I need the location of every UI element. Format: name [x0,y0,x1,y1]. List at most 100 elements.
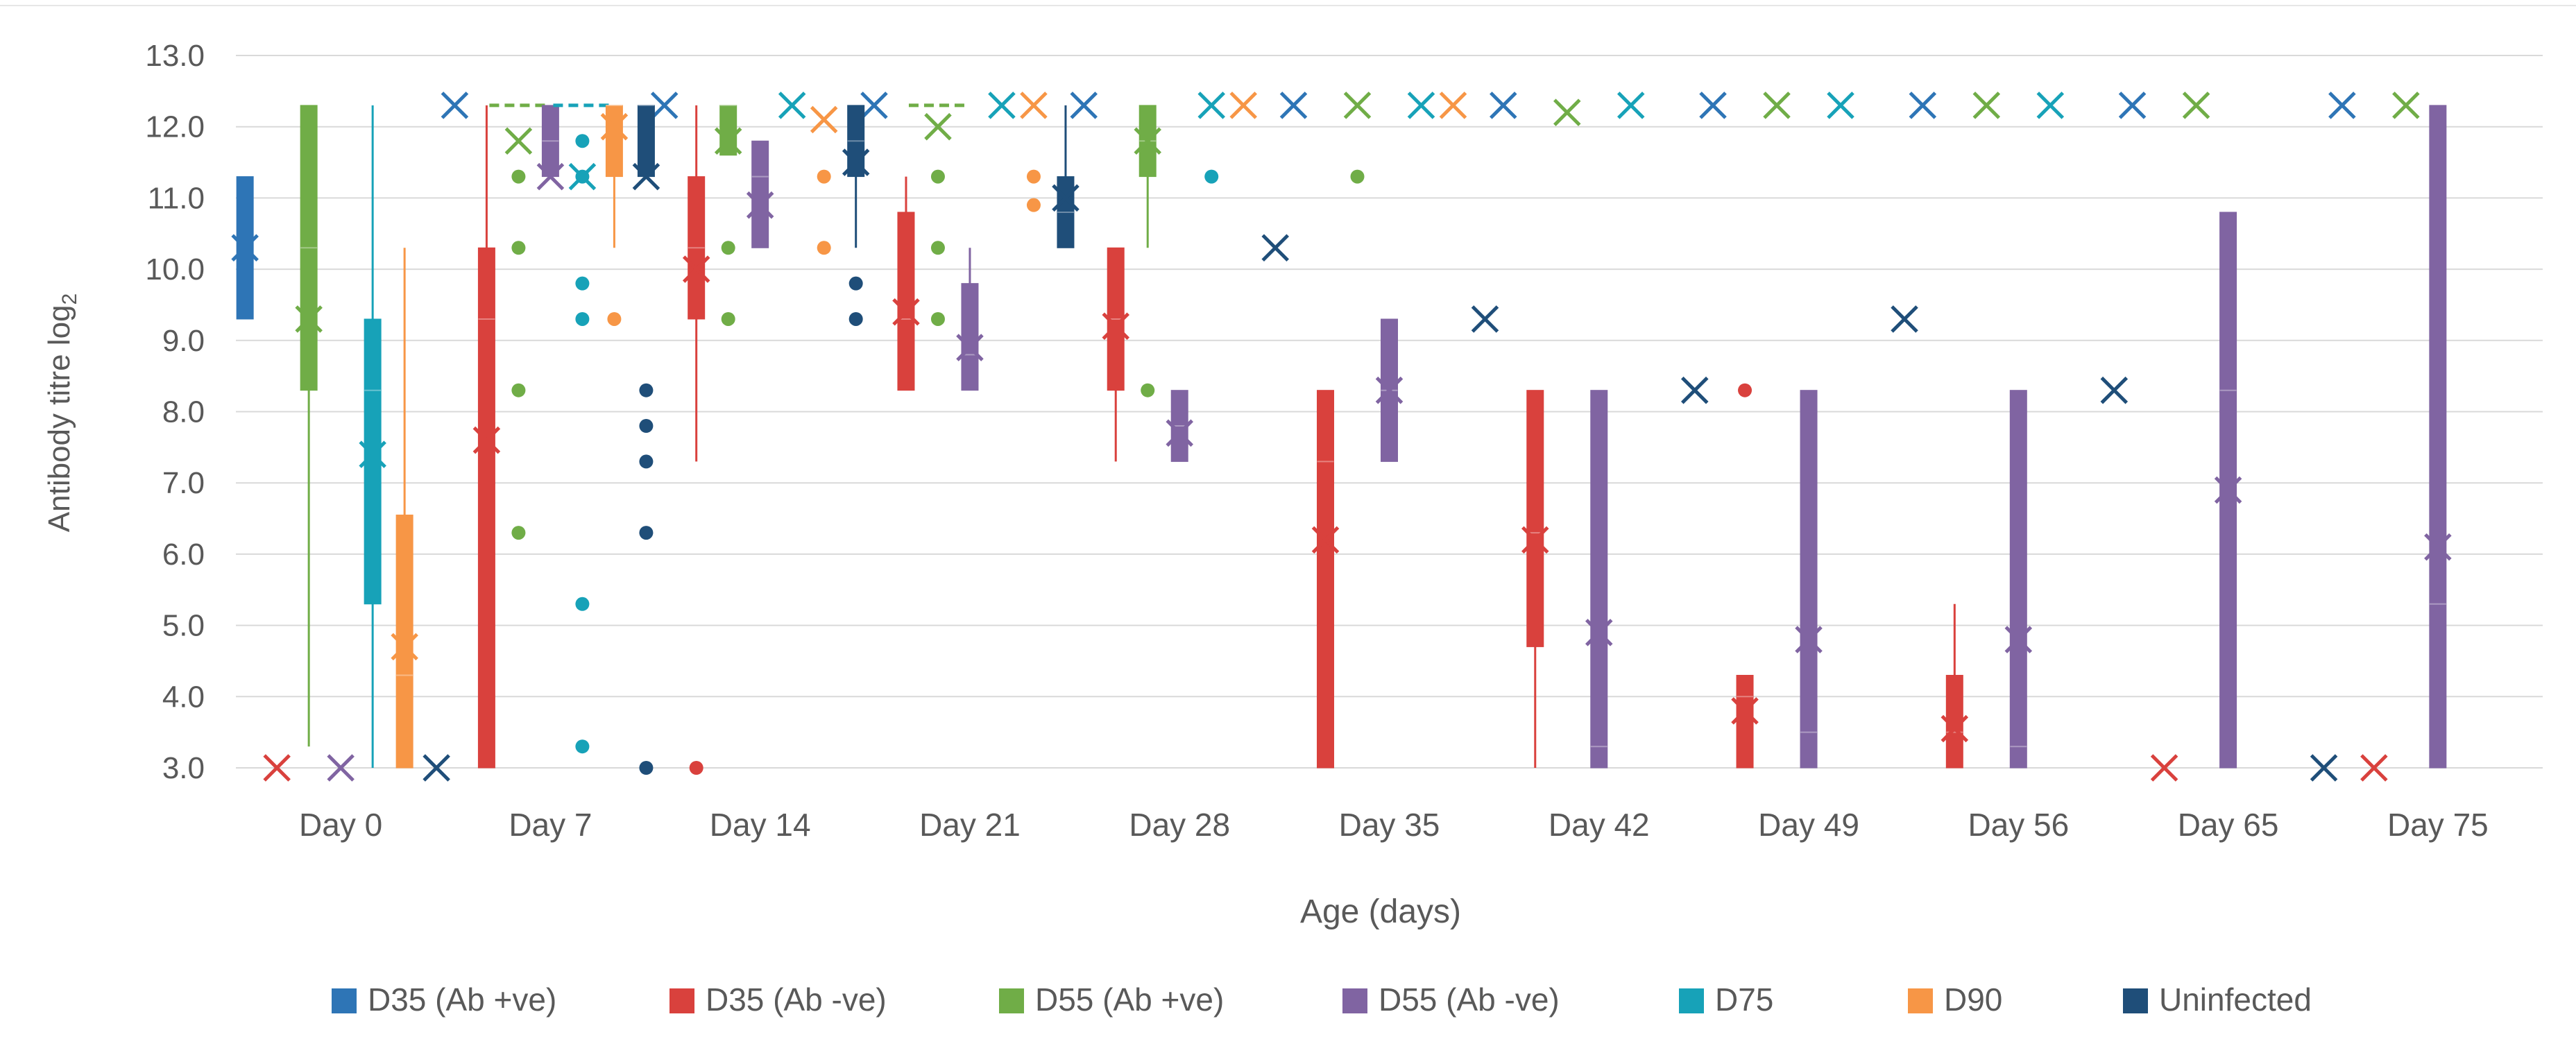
box-group [1439,92,1467,119]
mean-marker [1166,419,1193,447]
box-group [553,103,612,754]
box-group [423,754,450,782]
box [2009,390,2027,769]
series-d75 [359,92,2065,768]
box-group [2118,92,2147,119]
mean-marker [423,754,450,782]
series-d35-ab-ve [231,92,2356,320]
x-tick-label: Day 7 [509,807,592,843]
box-group [2360,754,2388,782]
x-tick-label: Day 49 [1758,807,1859,843]
box-group [1763,92,1791,119]
outlier-point [689,761,703,775]
box-group [231,176,259,320]
mean-marker [632,162,660,191]
box-group [2036,92,2065,119]
mean-marker [2036,92,2065,119]
box-group [860,92,888,119]
box-group [1553,98,1581,126]
mean-marker [1699,92,1727,119]
box-group [1617,92,1645,119]
box-group [892,176,920,391]
box-group [956,248,984,391]
mean-marker [2328,92,2356,119]
legend-item: D75 [1679,981,1773,1018]
chart-marks [231,92,2452,782]
series-d35-ab-ve [263,105,2388,782]
box-group [988,92,1016,119]
box-group [1229,92,1257,119]
box-group [1197,92,1225,184]
mean-marker [1521,526,1549,554]
outlier-point [511,526,526,540]
x-tick-label: Day 75 [2387,807,2489,843]
outlier-point [639,454,654,469]
mean-marker [842,148,870,176]
box-group [632,104,660,775]
outlier-point [848,311,863,326]
box [1800,390,1818,769]
mean-marker [1070,92,1098,119]
x-axis-ticks: Day 0 Day 7 Day 14 Day 21 Day 28 Day 35 Day 42… [299,807,2489,843]
box-group [1699,92,1727,119]
mean-marker [359,440,386,468]
mean-marker [1909,92,1937,119]
mean-marker [810,105,838,134]
box-group [1891,305,1918,333]
box-group [778,92,806,119]
box-group [1521,390,1549,768]
mean-marker [441,92,469,119]
box-group [263,754,291,782]
legend-swatch [332,988,357,1013]
outlier-point [511,383,526,397]
outlier-point [511,169,526,184]
series-d55-ab-ve [295,92,2420,747]
box [637,105,655,178]
box-group [489,103,548,540]
outlier-point [721,311,735,326]
y-tick-label: 7.0 [162,466,205,500]
mean-marker [2392,92,2420,119]
y-axis-ticks: 3.0 4.0 5.0 6.0 7.0 8.0 9.0 10.0 11.0 12.0 13.0 [145,39,205,785]
mean-marker [1940,714,1969,743]
legend-swatch [1679,988,1704,1013]
mean-marker [1375,376,1404,404]
box-group [536,105,565,191]
mean-marker [1490,92,1517,119]
mean-marker [2214,476,2242,504]
box [300,105,318,391]
y-tick-label: 12.0 [145,110,205,144]
box-group [1166,390,1193,462]
box [477,247,495,769]
y-axis-label-subscript: 2 [58,293,81,305]
mean-marker [1197,92,1225,119]
mean-marker [860,92,888,119]
mean-marker [1229,92,1257,119]
outlier-point [575,597,590,611]
series-d90 [391,92,1467,769]
box-group [1070,92,1098,119]
x-tick-label: Day 0 [299,807,382,843]
outlier-point [817,241,831,255]
box-group [1731,383,1759,769]
mean-marker [682,255,710,283]
box-group [2310,754,2338,782]
box-group [1261,234,1289,262]
box [688,176,706,320]
box [751,140,769,248]
x-tick-label: Day 14 [710,807,811,843]
box [1526,390,1544,647]
mean-marker [568,162,597,191]
box [1736,674,1754,769]
box-group [1909,92,1937,119]
outlier-point [1204,169,1219,184]
mean-marker [924,112,952,141]
mean-marker [892,298,920,326]
legend-label: D35 (Ab +ve) [368,981,556,1018]
outlier-point [575,739,590,754]
box-group [908,103,967,326]
y-tick-label: 6.0 [162,538,205,572]
mean-marker [1553,98,1581,126]
